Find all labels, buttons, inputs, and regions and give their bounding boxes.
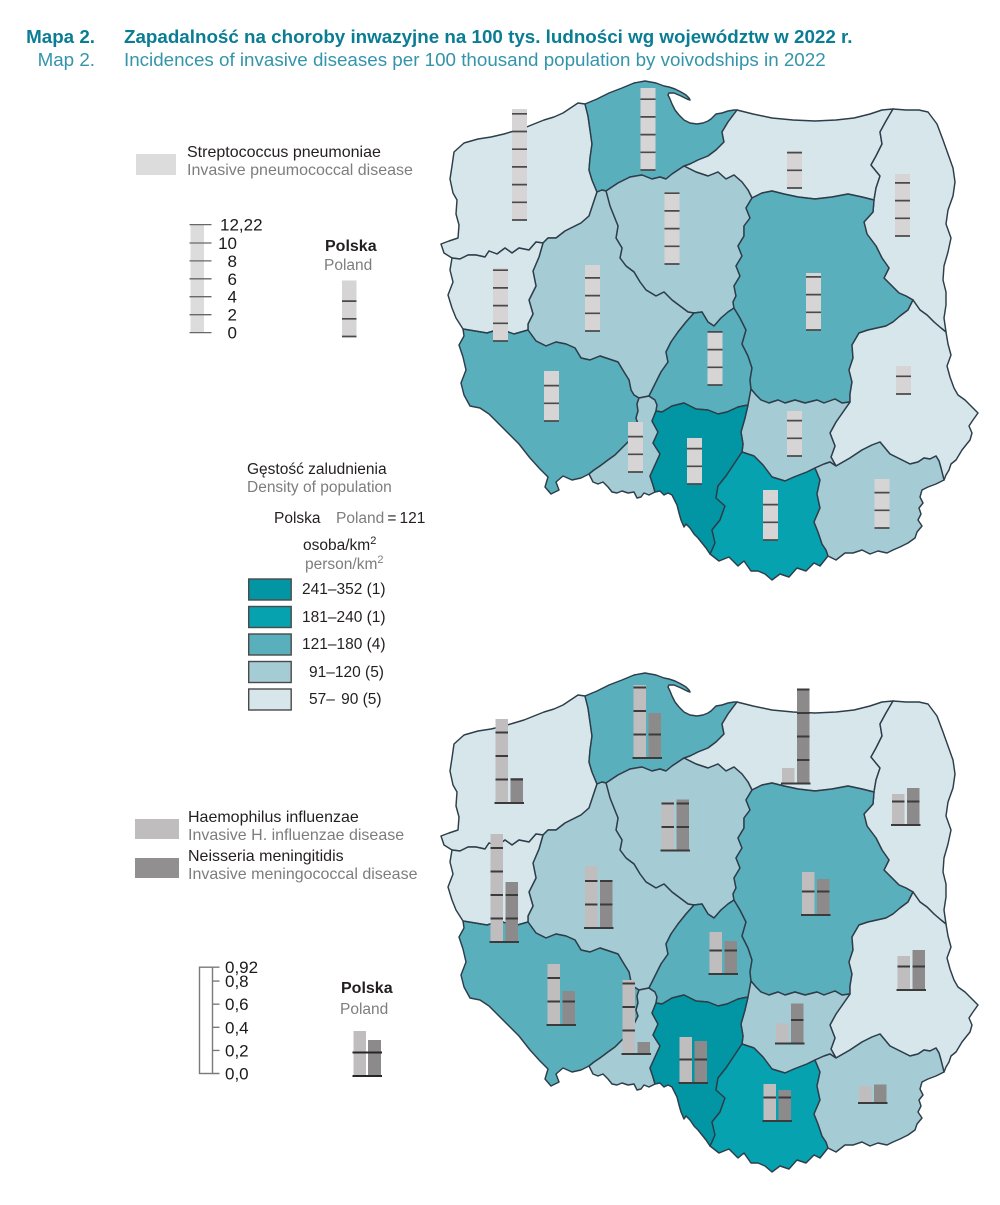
svg-text:0,6: 0,6	[225, 995, 249, 1014]
svg-text:12,22: 12,22	[220, 216, 263, 235]
svg-text:10: 10	[218, 234, 237, 253]
svg-text:0,0: 0,0	[225, 1065, 249, 1084]
svg-text:2: 2	[228, 306, 237, 325]
svg-text:4: 4	[228, 288, 237, 307]
svg-text:0,8: 0,8	[225, 972, 249, 991]
svg-text:0,2: 0,2	[225, 1041, 249, 1060]
svg-text:0: 0	[228, 324, 237, 343]
svg-text:8: 8	[228, 252, 237, 271]
svg-text:6: 6	[228, 270, 237, 289]
svg-text:0,92: 0,92	[225, 958, 258, 977]
svg-text:0,4: 0,4	[225, 1018, 249, 1037]
